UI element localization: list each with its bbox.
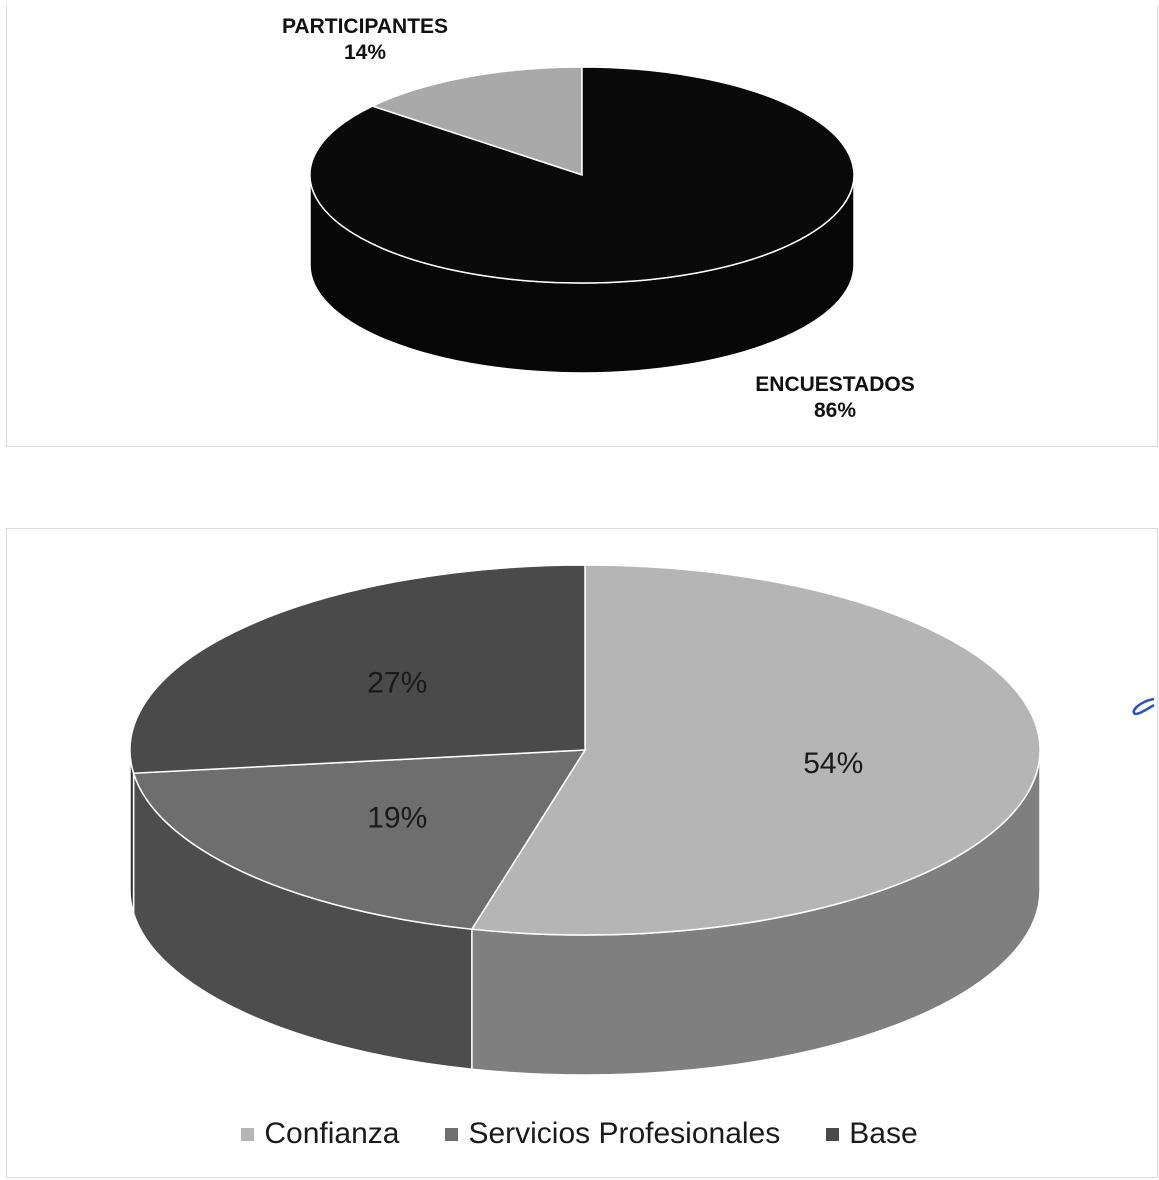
top-pie — [309, 66, 855, 374]
bottom-slice-0 — [470, 564, 1041, 936]
bottom-value-label-2: 27% — [367, 667, 427, 700]
legend-swatch-base — [826, 1127, 840, 1141]
legend: Confianza Servicios Profesionales Base — [0, 1117, 1159, 1151]
top-slice-1 — [309, 66, 855, 284]
label-encuestados-name: ENCUESTADOS — [755, 373, 915, 396]
legend-swatch-servicios — [445, 1127, 459, 1141]
legend-label-base: Base — [849, 1117, 918, 1150]
bottom-slice-1 — [132, 749, 587, 930]
bottom-pie: 54% 19% 27% — [129, 564, 1041, 1076]
bottom-slice-2 — [129, 564, 586, 774]
legend-item-servicios: Servicios Profesionales — [445, 1117, 780, 1151]
label-encuestados: ENCUESTADOS 86% — [700, 372, 970, 424]
bottom-value-label-0: 54% — [803, 747, 863, 780]
legend-item-base: Base — [826, 1117, 918, 1151]
bottom-side-2 — [129, 749, 135, 914]
bottom-value-label-1: 19% — [367, 801, 427, 834]
pen-mark-icon — [1132, 697, 1155, 716]
label-participantes: PARTICIPANTES 14% — [240, 14, 490, 66]
legend-item-confianza: Confianza — [241, 1117, 399, 1151]
legend-label-confianza: Confianza — [264, 1117, 400, 1150]
label-participantes-name: PARTICIPANTES — [281, 15, 449, 38]
top-slice-0 — [370, 66, 583, 177]
label-encuestados-value: 86% — [813, 399, 857, 422]
legend-swatch-confianza — [241, 1127, 255, 1141]
label-participantes-value: 14% — [343, 41, 387, 64]
legend-label-servicios: Servicios Profesionales — [468, 1117, 781, 1150]
